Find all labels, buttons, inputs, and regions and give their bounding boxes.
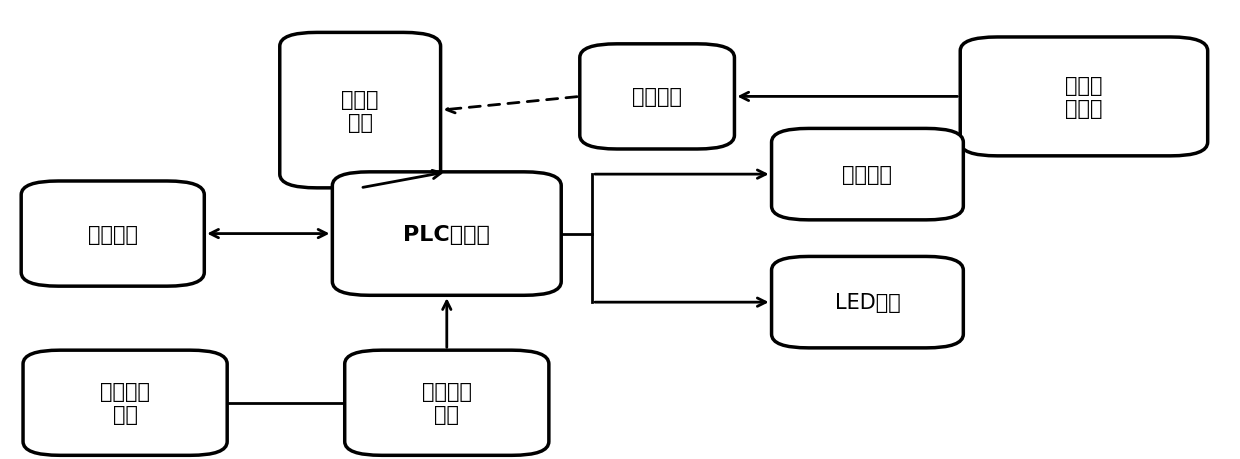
Text: 外存模块: 外存模块 (88, 224, 138, 244)
FancyBboxPatch shape (771, 129, 963, 220)
FancyBboxPatch shape (771, 257, 963, 348)
FancyBboxPatch shape (960, 38, 1208, 157)
FancyBboxPatch shape (345, 350, 549, 455)
Text: LED灯组: LED灯组 (835, 292, 900, 313)
Text: 档位调
节模块: 档位调 节模块 (1065, 76, 1102, 119)
Text: 温度传感
器组: 温度传感 器组 (422, 381, 471, 425)
Text: 遥控模块: 遥控模块 (632, 87, 682, 107)
FancyBboxPatch shape (24, 350, 227, 455)
FancyBboxPatch shape (280, 34, 440, 189)
FancyBboxPatch shape (21, 182, 205, 286)
FancyBboxPatch shape (580, 45, 734, 150)
Text: PLC控制器: PLC控制器 (403, 224, 490, 244)
FancyBboxPatch shape (332, 173, 562, 296)
Text: 继电器组: 继电器组 (842, 165, 893, 185)
Text: 红外接
收器: 红外接 收器 (341, 90, 379, 133)
Text: 压力传感
器组: 压力传感 器组 (100, 381, 150, 425)
